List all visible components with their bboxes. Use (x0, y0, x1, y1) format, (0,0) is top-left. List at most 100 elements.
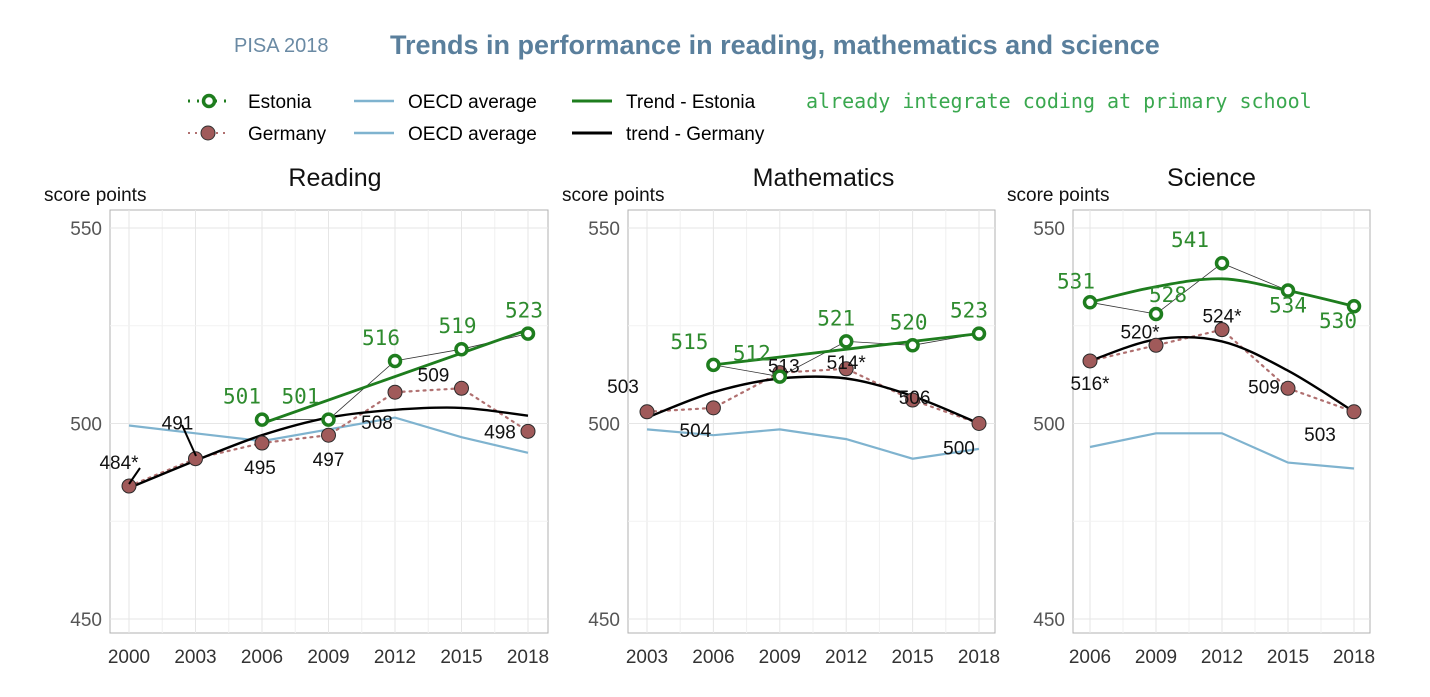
estonia-data-label: 501 (223, 385, 261, 409)
y-tick-label: 450 (588, 610, 620, 631)
estonia-point (1280, 283, 1296, 298)
x-tick-label: 2015 (1267, 647, 1309, 668)
x-tick-label: 2018 (507, 647, 549, 668)
y-tick-label: 500 (1033, 415, 1065, 436)
estonia-point (1148, 306, 1164, 322)
panel-title: Science (1167, 164, 1256, 192)
header-prefix: PISA 2018 (234, 35, 329, 57)
germany-point (454, 380, 469, 396)
germany-point (639, 404, 655, 420)
estonia-point (1082, 295, 1098, 310)
y-tick-label: 450 (1033, 610, 1065, 631)
germany-data-label: 508 (361, 413, 393, 434)
y-tick-label: 500 (70, 415, 102, 436)
x-tick-label: 2015 (440, 647, 482, 668)
legend-germany-marker-icon (188, 125, 226, 141)
estonia-data-label: 541 (1171, 228, 1209, 252)
estonia-data-label: 523 (950, 299, 988, 323)
germany-point (705, 400, 721, 416)
panel-reading: 2000 2003 2006 2009 2012 2015 2018 450 500 550 Rea… (44, 164, 549, 668)
trend-estonia-line (1089, 277, 1355, 308)
estonia-data-label: 528 (1149, 283, 1187, 307)
x-tick-label: 2018 (958, 647, 1000, 668)
estonia-point (520, 326, 536, 341)
germany-data-label: 500 (943, 439, 975, 460)
x-tick-label: 2006 (241, 647, 283, 668)
estonia-point (387, 353, 403, 369)
estonia-point (254, 412, 270, 427)
estonia-data-label: 515 (670, 330, 708, 354)
germany-data-label: 514* (827, 353, 867, 374)
germany-point (1214, 322, 1230, 338)
germany-point (1280, 380, 1296, 396)
estonia-point (1214, 255, 1230, 271)
oecd-average-line (646, 428, 980, 460)
germany-point (971, 416, 987, 431)
estonia-point (321, 412, 336, 427)
legend-trend-estonia-label: Trend - Estonia (626, 92, 756, 113)
plot-frame (627, 209, 996, 634)
x-tick-label: 2015 (891, 647, 933, 668)
germany-point (1082, 353, 1098, 369)
chart-title: Trends in performance in reading, mathem… (390, 30, 1160, 60)
germany-point (1148, 337, 1164, 353)
germany-point (188, 451, 203, 467)
leader-line (128, 467, 141, 485)
estonia-data-label: 519 (439, 314, 477, 338)
germany-data-label: 506 (899, 388, 931, 409)
estonia-point (454, 341, 469, 357)
y-axis-label: score points (562, 185, 664, 206)
trend-estonia-line (261, 328, 529, 425)
x-tick-label: 2018 (1333, 647, 1375, 668)
estonia-data-label: 530 (1319, 309, 1357, 333)
trend-estonia-line (713, 332, 980, 367)
estonia-point (706, 357, 721, 373)
germany-data-label: 520* (1120, 322, 1160, 343)
legend-trend-germany-label: trend - Germany (626, 124, 765, 145)
germany-point (838, 361, 854, 377)
panel-science: 2006 2009 2012 2015 2018 450 500 550 Science scor… (1007, 164, 1375, 668)
panel-title: Mathematics (753, 164, 895, 192)
y-tick-label: 500 (588, 415, 620, 436)
germany-data-label: 504 (680, 421, 712, 442)
legend-note: already integrate coding at primary scho… (806, 89, 1312, 113)
x-tick-label: 2012 (374, 647, 416, 668)
estonia-point (838, 334, 854, 349)
x-tick-label: 2012 (1201, 647, 1243, 668)
germany-data-label: 484* (99, 453, 139, 474)
germany-data-label: 524* (1202, 307, 1242, 328)
panel-mathematics: 2003 2006 2009 2012 2015 2018 450 500 550 Mathema… (562, 164, 1000, 668)
x-tick-label: 2009 (759, 647, 801, 668)
legend-oecd-label-1: OECD average (408, 92, 537, 113)
x-tick-label: 2012 (825, 647, 867, 668)
germany-data-label: 509 (1248, 377, 1280, 398)
estonia-data-label: 501 (282, 385, 320, 409)
germany-point (905, 392, 921, 408)
x-tick-label: 2003 (626, 647, 668, 668)
germany-data-label: 503 (1304, 425, 1336, 446)
x-tick-label: 2009 (1135, 647, 1177, 668)
estonia-data-label: 534 (1269, 294, 1307, 318)
estonia-data-label: 516 (362, 326, 400, 350)
germany-data-label: 516* (1070, 374, 1110, 395)
germany-data-label: 497 (313, 450, 345, 471)
estonia-data-label: 520 (890, 310, 928, 334)
legend-estonia-marker-icon (188, 93, 226, 109)
leader-line (181, 424, 197, 457)
x-tick-label: 2006 (692, 647, 734, 668)
germany-point (321, 427, 336, 443)
estonia-data-label: 523 (505, 299, 543, 323)
legend-estonia-label: Estonia (248, 92, 312, 113)
germany-data-label: 503 (607, 377, 639, 398)
estonia-data-label: 531 (1057, 269, 1095, 293)
legend-oecd-label-2: OECD average (408, 124, 537, 145)
legend: Estonia Germany OECD average OECD averag… (188, 89, 1312, 145)
estonia-data-label: 512 (733, 342, 771, 366)
germany-data-label: 491 (162, 414, 194, 435)
y-tick-label: 550 (588, 219, 620, 240)
germany-data-label: 509 (418, 365, 450, 386)
x-tick-label: 2003 (174, 647, 216, 668)
germany-data-label: 498 (484, 422, 516, 443)
y-tick-label: 450 (70, 610, 102, 631)
germany-dotted-line (645, 367, 981, 425)
